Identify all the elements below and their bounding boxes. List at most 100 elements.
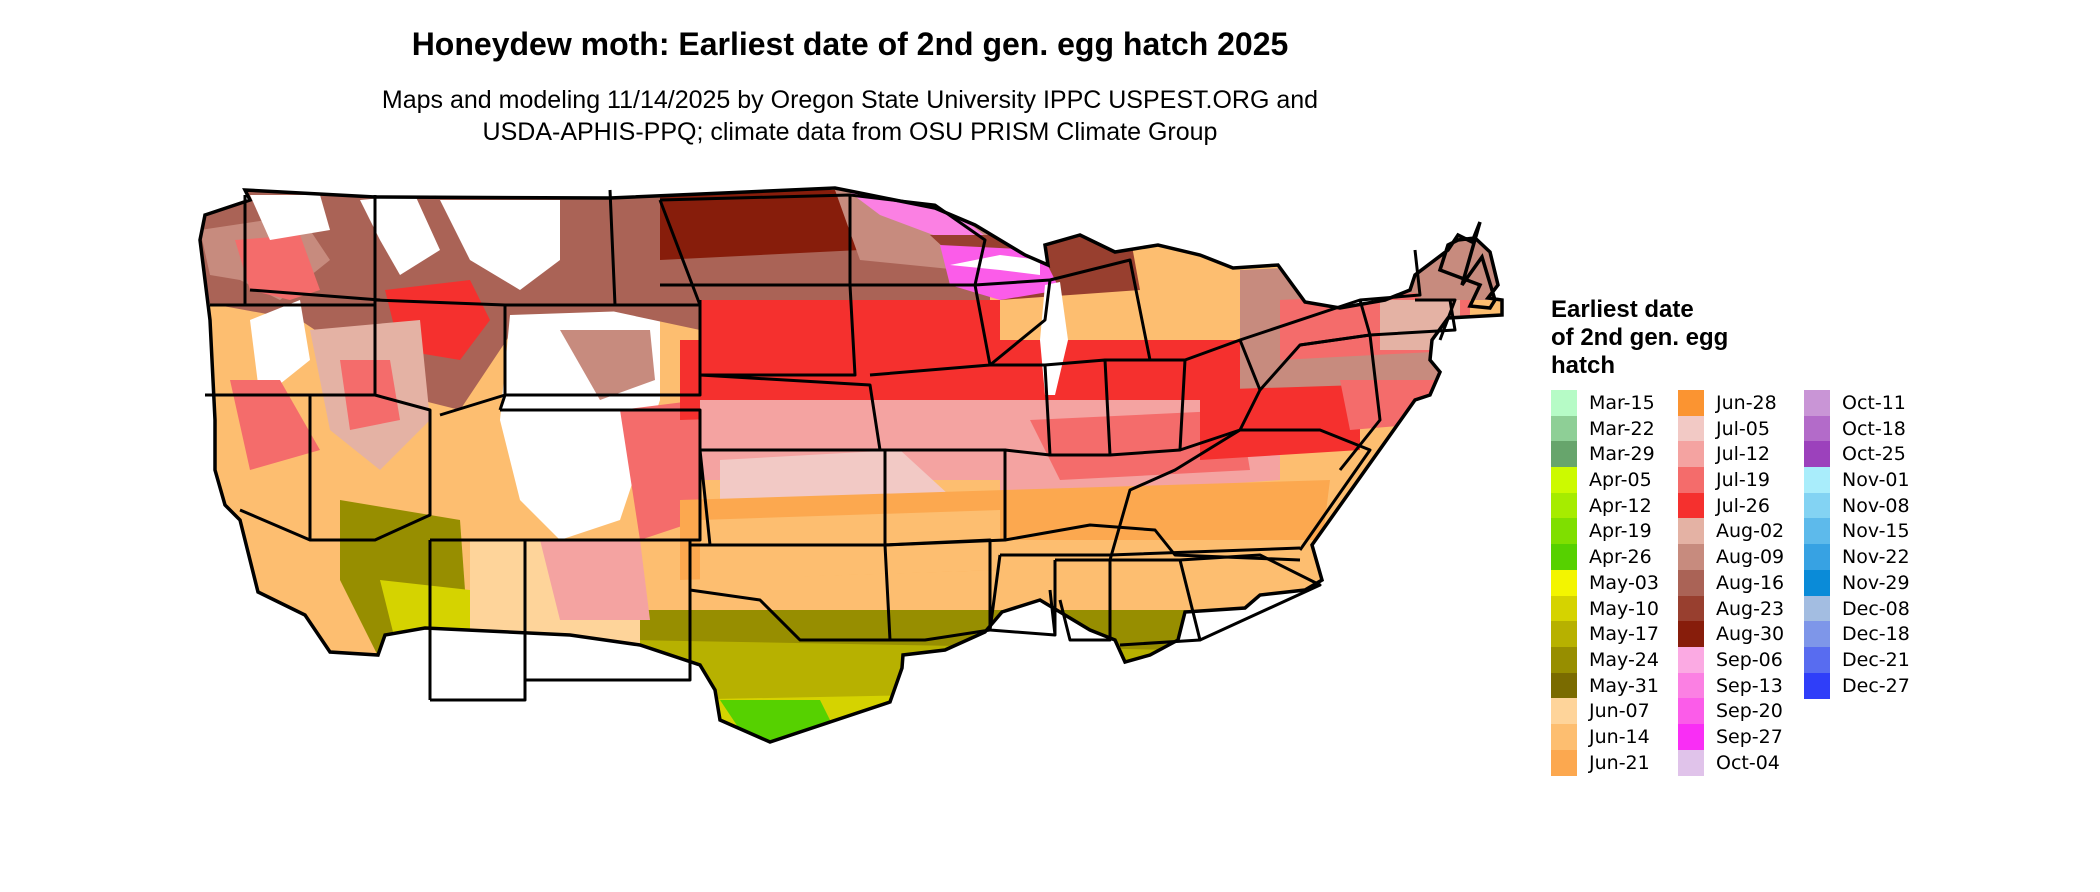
legend-label: Jul-12 bbox=[1716, 443, 1770, 466]
legend-label: Jun-14 bbox=[1589, 725, 1650, 748]
legend-title-line-2: of 2nd gen. egg bbox=[1551, 324, 1729, 351]
legend-item: Jul-26 bbox=[1678, 492, 1808, 519]
legend-swatch bbox=[1678, 749, 1704, 776]
legend-item: Oct-18 bbox=[1804, 415, 1934, 442]
legend-swatch bbox=[1678, 723, 1704, 750]
legend-item: Nov-15 bbox=[1804, 518, 1934, 545]
legend-item: Apr-12 bbox=[1551, 492, 1681, 519]
legend-swatch bbox=[1678, 544, 1704, 571]
legend-swatch bbox=[1804, 569, 1830, 596]
legend-swatch bbox=[1804, 415, 1830, 442]
legend-label: Mar-29 bbox=[1589, 443, 1655, 466]
state-boundaries bbox=[205, 189, 1457, 702]
legend-label: Mar-22 bbox=[1589, 417, 1655, 440]
legend-label: Sep-06 bbox=[1716, 648, 1783, 671]
legend-item: May-17 bbox=[1551, 621, 1681, 648]
legend-swatch bbox=[1804, 621, 1830, 648]
legend-label: Aug-23 bbox=[1716, 597, 1785, 620]
legend-label: Dec-18 bbox=[1842, 623, 1910, 646]
legend-column: Oct-11 Oct-18 Oct-25 Nov-01 Nov-08 Nov-15 Nov-… bbox=[1804, 390, 1934, 699]
legend-swatch bbox=[1551, 569, 1577, 596]
legend-label: Nov-22 bbox=[1842, 546, 1910, 569]
legend-swatch bbox=[1551, 698, 1577, 725]
legend-label: Sep-13 bbox=[1716, 674, 1783, 697]
legend-label: Nov-15 bbox=[1842, 520, 1910, 543]
legend-swatch bbox=[1678, 467, 1704, 494]
legend-label: Aug-16 bbox=[1716, 571, 1785, 594]
legend-item: Dec-08 bbox=[1804, 595, 1934, 622]
legend-swatch bbox=[1678, 390, 1704, 416]
legend-swatch bbox=[1804, 467, 1830, 494]
legend-label: Nov-01 bbox=[1842, 469, 1910, 492]
legend-item: May-31 bbox=[1551, 672, 1681, 699]
legend-item: Jul-19 bbox=[1678, 467, 1808, 494]
legend-swatch bbox=[1804, 492, 1830, 519]
legend-label: Oct-18 bbox=[1842, 417, 1906, 440]
legend-swatch bbox=[1551, 646, 1577, 673]
legend-item: Mar-29 bbox=[1551, 441, 1681, 468]
legend-item: Dec-21 bbox=[1804, 646, 1934, 673]
legend-item: Sep-27 bbox=[1678, 723, 1808, 750]
legend-item: Aug-23 bbox=[1678, 595, 1808, 622]
legend-item: May-03 bbox=[1551, 569, 1681, 596]
legend-label: May-24 bbox=[1589, 648, 1659, 671]
legend-item: Jun-21 bbox=[1551, 749, 1681, 776]
legend-swatch bbox=[1804, 390, 1830, 416]
legend-label: Jun-07 bbox=[1589, 700, 1650, 723]
legend-swatch bbox=[1804, 672, 1830, 699]
map-title: Honeydew moth: Earliest date of 2nd gen.… bbox=[411, 26, 1289, 62]
legend-label: Aug-30 bbox=[1716, 623, 1785, 646]
legend-label: Jul-26 bbox=[1716, 494, 1770, 517]
legend-item: Mar-22 bbox=[1551, 415, 1681, 442]
legend-label: May-17 bbox=[1589, 623, 1659, 646]
legend-item: Jun-07 bbox=[1551, 698, 1681, 725]
legend-item: Apr-26 bbox=[1551, 544, 1681, 571]
lake-superior bbox=[950, 255, 1040, 275]
legend-label: Jul-05 bbox=[1716, 417, 1770, 440]
legend-item: Jun-28 bbox=[1678, 390, 1808, 416]
legend-label: Dec-08 bbox=[1842, 597, 1910, 620]
legend-swatch bbox=[1551, 390, 1577, 416]
legend-item: Mar-15 bbox=[1551, 390, 1681, 416]
legend-label: Oct-11 bbox=[1842, 392, 1906, 414]
legend-swatch bbox=[1678, 492, 1704, 519]
legend-item: Sep-13 bbox=[1678, 672, 1808, 699]
legend-swatch bbox=[1551, 518, 1577, 545]
legend-label: Sep-20 bbox=[1716, 700, 1783, 723]
legend-swatch bbox=[1804, 595, 1830, 622]
legend-item: Nov-08 bbox=[1804, 492, 1934, 519]
legend-swatch bbox=[1678, 441, 1704, 468]
legend-swatch bbox=[1551, 544, 1577, 571]
legend-label: May-10 bbox=[1589, 597, 1659, 620]
legend-label: Nov-29 bbox=[1842, 571, 1910, 594]
legend-label: Mar-15 bbox=[1589, 392, 1655, 414]
legend-item: Oct-25 bbox=[1804, 441, 1934, 468]
legend-label: Oct-25 bbox=[1842, 443, 1906, 466]
legend-item: Nov-01 bbox=[1804, 467, 1934, 494]
legend-label: May-31 bbox=[1589, 674, 1659, 697]
legend-swatch bbox=[1678, 569, 1704, 596]
legend-label: Apr-19 bbox=[1589, 520, 1652, 543]
legend-item: May-24 bbox=[1551, 646, 1681, 673]
legend-swatch bbox=[1804, 646, 1830, 673]
legend-swatch bbox=[1678, 672, 1704, 699]
legend-swatch bbox=[1551, 441, 1577, 468]
legend-title: Earliest date of 2nd gen. egg hatch bbox=[1551, 296, 1791, 380]
legend-label: Apr-26 bbox=[1589, 546, 1652, 569]
legend-swatch bbox=[1551, 415, 1577, 442]
legend-item: Jun-14 bbox=[1551, 723, 1681, 750]
subtitle-line-1: Maps and modeling 11/14/2025 by Oregon S… bbox=[381, 86, 1319, 114]
legend-title-line-3: hatch bbox=[1551, 352, 1616, 379]
map-subtitle: Maps and modeling 11/14/2025 by Oregon S… bbox=[230, 84, 1470, 148]
legend-item: Dec-27 bbox=[1804, 672, 1934, 699]
legend-label: Sep-27 bbox=[1716, 725, 1783, 748]
legend-item: Nov-29 bbox=[1804, 569, 1934, 596]
legend-swatch bbox=[1804, 441, 1830, 468]
legend-swatch bbox=[1678, 646, 1704, 673]
legend-column: Jun-28 Jul-05 Jul-12 Jul-19 Jul-26 Aug-02 Aug-… bbox=[1678, 390, 1808, 776]
legend-swatch bbox=[1551, 672, 1577, 699]
legend-label: Jun-28 bbox=[1716, 392, 1777, 414]
legend-swatch bbox=[1551, 621, 1577, 648]
legend-label: Oct-04 bbox=[1716, 751, 1780, 774]
legend-label: May-03 bbox=[1589, 571, 1659, 594]
